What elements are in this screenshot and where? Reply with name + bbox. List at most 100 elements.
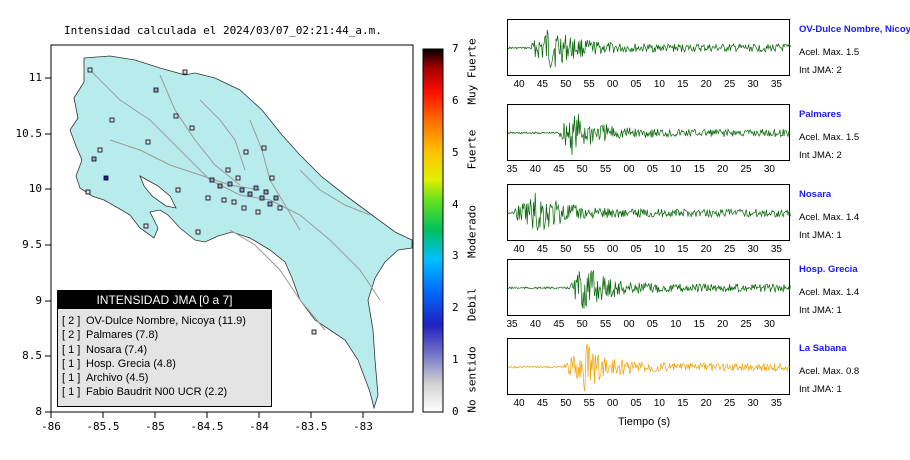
station-marker xyxy=(241,205,247,211)
time-tick-label: 45 xyxy=(536,398,548,409)
legend-level: [ 1 ] xyxy=(62,357,81,370)
colorbar-tick-label: 4 xyxy=(452,197,459,211)
time-tick-label: 00 xyxy=(623,164,635,175)
time-tick-label: 50 xyxy=(576,319,588,330)
waveform-panel xyxy=(507,104,791,161)
latitude-tick-label: 9.5 xyxy=(22,238,42,251)
station-marker xyxy=(143,223,149,229)
legend-row: [ 1 ] Nosara (7.4) xyxy=(62,343,271,357)
colorbar-category-label: Muy Fuerte xyxy=(465,38,479,105)
time-tick-label: 50 xyxy=(560,244,572,255)
station-jma-intensity: Int JMA: 1 xyxy=(799,384,842,395)
station-max-accel: Acel. Max. 1.5 xyxy=(799,132,860,143)
waveform-trace xyxy=(508,113,791,156)
time-tick-label: 20 xyxy=(700,244,712,255)
legend-header: INTENSIDAD JMA [0 a 7] xyxy=(58,291,271,309)
station-marker xyxy=(235,175,241,181)
map-title: Intensidad calculada el 2024/03/07_02:21… xyxy=(64,24,382,37)
time-tick-label: 55 xyxy=(583,244,595,255)
time-tick-label: 15 xyxy=(693,164,705,175)
legend-row: [ 1 ] Archivo (4.5) xyxy=(62,371,271,385)
station-marker xyxy=(239,187,245,193)
latitude-tick-label: 9 xyxy=(35,294,42,307)
waveform-trace xyxy=(508,343,791,392)
time-axis-label: Tiempo (s) xyxy=(618,416,671,428)
station-marker xyxy=(182,69,188,75)
colorbar-tick-label: 2 xyxy=(452,301,459,315)
station-markers xyxy=(85,67,317,335)
legend-list: [ 2 ] OV-Dulce Nombre, Nicoya (11.9)[ 2 ]… xyxy=(58,309,271,400)
gulf-of-nicoya xyxy=(139,175,177,209)
colorbar-tick-label: 6 xyxy=(452,93,459,107)
longitude-tick-label: -83 xyxy=(353,420,373,433)
station-marker xyxy=(225,167,231,173)
time-tick-label: 20 xyxy=(700,398,712,409)
waveform-trace xyxy=(508,29,791,68)
station-jma-intensity: Int JMA: 1 xyxy=(799,230,842,241)
time-tick-label: 10 xyxy=(670,164,682,175)
time-tick-label: 00 xyxy=(623,319,635,330)
waveform-line xyxy=(508,192,791,231)
time-tick-label: 50 xyxy=(560,398,572,409)
latitude-tick-label: 10 xyxy=(28,182,42,195)
time-tick-label: 35 xyxy=(770,244,782,255)
costa-rica-landmass xyxy=(69,55,413,410)
station-marker xyxy=(269,175,275,181)
waveform-trace xyxy=(508,269,791,309)
station-marker xyxy=(209,177,215,183)
longitude-tick-label: -84 xyxy=(249,420,269,433)
time-tick-label: 15 xyxy=(677,244,689,255)
time-tick-label: 55 xyxy=(600,319,612,330)
station-marker xyxy=(189,125,195,131)
waveform-panel xyxy=(507,184,791,241)
time-tick-label: 25 xyxy=(724,398,736,409)
legend-level: [ 1 ] xyxy=(62,343,81,356)
waveform-panel xyxy=(507,19,791,76)
time-tick-label: 55 xyxy=(583,398,595,409)
time-tick-label: 45 xyxy=(536,244,548,255)
station-marker xyxy=(145,139,151,145)
legend-level: [ 1 ] xyxy=(62,386,81,399)
station-jma-intensity: Int JMA: 2 xyxy=(799,65,842,76)
station-marker xyxy=(277,205,283,211)
legend-row: [ 2 ] Palmares (7.8) xyxy=(62,328,271,342)
station-marker xyxy=(87,67,93,73)
station-marker xyxy=(205,195,211,201)
station-marker xyxy=(311,329,317,335)
station-marker xyxy=(175,187,181,193)
station-marker xyxy=(267,201,273,207)
station-marker xyxy=(255,209,261,215)
time-tick-label: 25 xyxy=(740,164,752,175)
time-tick-label: 25 xyxy=(724,79,736,90)
time-tick-label: 30 xyxy=(747,244,759,255)
time-tick-label: 15 xyxy=(677,398,689,409)
time-tick-label: 20 xyxy=(700,79,712,90)
time-tick-label: 55 xyxy=(600,164,612,175)
station-marker xyxy=(253,185,259,191)
time-tick-label: 10 xyxy=(653,398,665,409)
station-marker xyxy=(259,195,265,201)
latitude-tick-label: 10.5 xyxy=(15,127,43,140)
legend-row: [ 1 ] Fabio Baudrit N00 UCR (2.2) xyxy=(62,385,271,399)
colorbar-category-label: No sentido xyxy=(465,346,479,413)
station-marker xyxy=(97,147,103,153)
station-marker xyxy=(217,183,223,189)
legend-station-text: Palmares (7.8) xyxy=(86,329,159,342)
time-tick-label: 05 xyxy=(630,398,642,409)
time-tick-label: 20 xyxy=(717,164,729,175)
colorbar-tick-label: 5 xyxy=(452,145,459,159)
legend-station-text: Archivo (4.5) xyxy=(86,372,149,385)
colorbar-tick-label: 0 xyxy=(452,405,459,418)
time-tick-label: 40 xyxy=(513,398,525,409)
legend-row: [ 1 ] Hosp. Grecia (4.8) xyxy=(62,357,271,371)
colorbar-tick-label: 3 xyxy=(452,249,459,263)
time-tick-label: 00 xyxy=(607,79,619,90)
legend-row: [ 2 ] OV-Dulce Nombre, Nicoya (11.9) xyxy=(62,314,271,328)
time-tick-label: 15 xyxy=(677,79,689,90)
station-marker xyxy=(103,175,109,181)
legend-level: [ 1 ] xyxy=(62,372,81,385)
time-tick-label: 50 xyxy=(576,164,588,175)
station-name: La Sabana xyxy=(799,343,847,354)
time-tick-label: 55 xyxy=(583,79,595,90)
station-marker xyxy=(273,195,279,201)
